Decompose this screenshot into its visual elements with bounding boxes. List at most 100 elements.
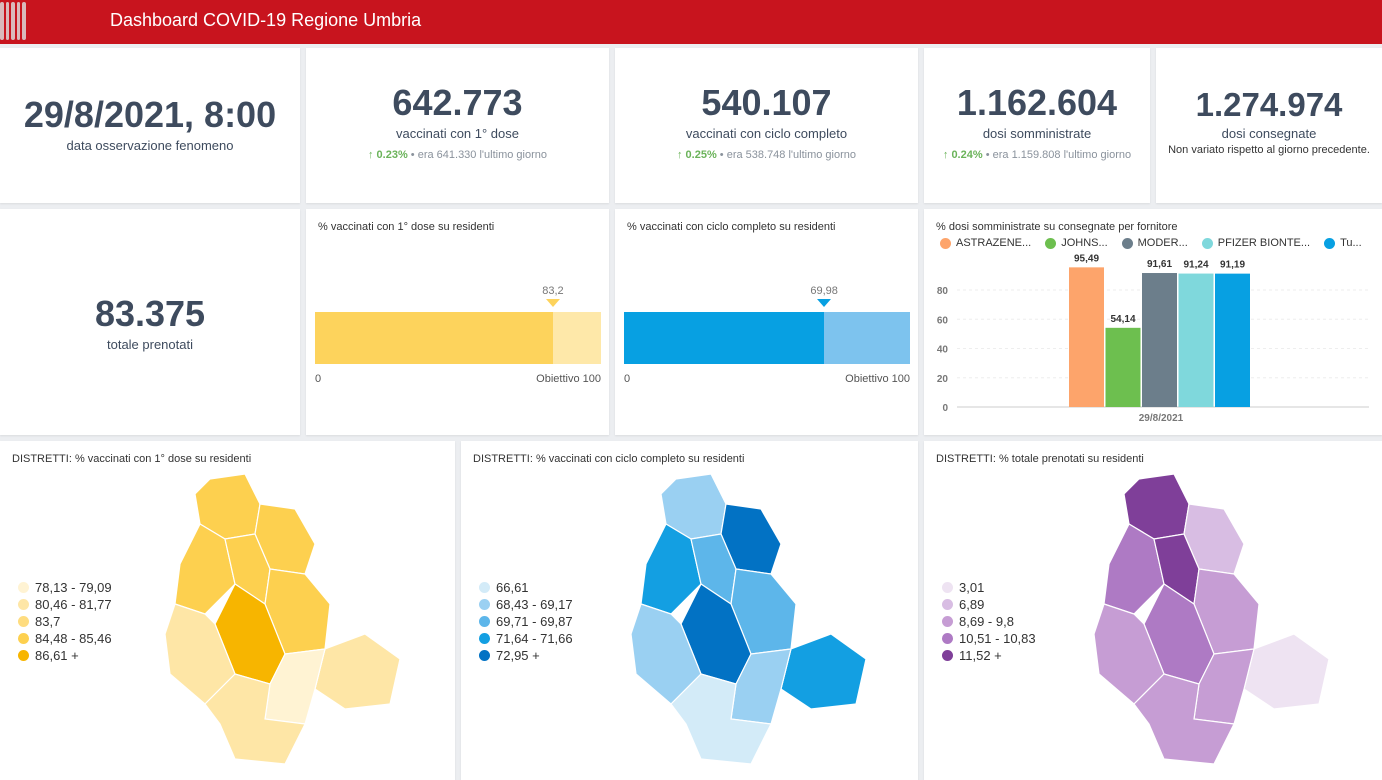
full-cycle-value: 540.107: [701, 82, 832, 123]
legend-dot-icon: [18, 633, 29, 644]
bar-data-label: 91,24: [1183, 260, 1208, 271]
booked-card: 83.375 totale prenotati: [0, 209, 300, 435]
y-tick-label: 60: [937, 315, 949, 326]
y-tick-label: 20: [937, 374, 949, 385]
first-dose-value: 642.773: [392, 82, 523, 123]
full-cycle-progress-card: % vaccinati con ciclo completo su reside…: [615, 209, 918, 435]
app-title: Dashboard COVID-19 Regione Umbria: [110, 10, 422, 30]
legend-dot-icon: [479, 633, 490, 644]
legend-dot-icon: [1324, 237, 1336, 249]
legend-dot-icon: [942, 582, 953, 593]
map-legend-item[interactable]: 69,71 - 69,87: [479, 613, 573, 630]
first-dose-card: 642.773 vaccinati con 1° dose ↑ 0.23% • …: [306, 48, 609, 203]
arrow-up-icon: ↑: [676, 149, 686, 161]
district-area[interactable]: [204, 673, 306, 765]
map-card-booked: DISTRETTI: % totale prenotati su residen…: [924, 441, 1382, 780]
legend-dot-icon: [1045, 237, 1057, 249]
progress-min-label: 0: [624, 373, 631, 385]
y-tick-label: 0: [942, 403, 948, 414]
progress-goal-label: Obiettivo 100: [536, 373, 601, 385]
map-legend-item[interactable]: 68,43 - 69,17: [479, 596, 573, 613]
district-area[interactable]: [314, 633, 401, 710]
legend-dot-icon: [479, 582, 490, 593]
district-area[interactable]: [1133, 673, 1235, 765]
legend-item[interactable]: Tu...: [1324, 237, 1362, 249]
legend-dot-icon: [479, 616, 490, 627]
map-legend-item[interactable]: 83,7: [18, 613, 112, 630]
booked-value: 83.375: [94, 293, 206, 334]
legend-dot-icon: [942, 616, 953, 627]
full-cycle-card: 540.107 vaccinati con ciclo completo ↑ 0…: [615, 48, 918, 203]
map-legend-item[interactable]: 66,61: [479, 579, 573, 596]
bar-data-label: 95,49: [1074, 253, 1099, 264]
map-card-full-cycle: DISTRETTI: % vaccinati con ciclo complet…: [461, 441, 918, 780]
administered-trend: ↑ 0.24% • era 1.159.808 l'ultimo giorno: [942, 149, 1132, 161]
administered-label: dosi somministrate: [982, 126, 1092, 141]
legend-dot-icon: [940, 237, 951, 249]
date-label: data osservazione fenomeno: [66, 138, 234, 153]
map-legend: 3,01 6,89 8,69 - 9,8 10,51 - 10,83 11,52 +: [942, 579, 1036, 664]
map-legend: 66,61 68,43 - 69,17 69,71 - 69,87 71,64 - 7…: [479, 579, 573, 664]
legend-dot-icon: [18, 599, 29, 610]
district-map: [1094, 474, 1330, 765]
progress-fill: [315, 312, 553, 364]
map-legend-item[interactable]: 78,13 - 79,09: [18, 579, 112, 596]
progress-fill: [624, 312, 825, 364]
bar[interactable]: [1178, 273, 1214, 407]
full-cycle-label: vaccinati con ciclo completo: [685, 126, 848, 141]
arrow-up-icon: ↑: [942, 149, 952, 161]
legend-dot-icon: [479, 650, 490, 661]
legend-dot-icon: [1121, 237, 1133, 249]
date-card: 29/8/2021, 8:00 data osservazione fenome…: [0, 48, 300, 203]
district-area[interactable]: [1243, 633, 1330, 710]
full-cycle-trend: ↑ 0.25% • era 538.748 l'ultimo giorno: [676, 149, 857, 161]
chart-legend: ASTRAZENE... JOHNS... MODER... PFIZER BIONT…: [940, 237, 1362, 249]
bar[interactable]: [1142, 273, 1177, 407]
bar-data-label: 54,14: [1110, 314, 1135, 325]
district-area[interactable]: [670, 673, 772, 765]
legend-item[interactable]: ASTRAZENE...: [940, 237, 1031, 249]
supplier-chart-card: % dosi somministrate su consegnate per f…: [924, 209, 1382, 435]
legend-item[interactable]: MODER...: [1121, 237, 1188, 249]
administered-card: 1.162.604 dosi somministrate ↑ 0.24% • e…: [924, 48, 1150, 203]
arrow-up-icon: ↑: [367, 149, 377, 161]
map-legend-item[interactable]: 72,95 +: [479, 647, 573, 664]
progress-title: % vaccinati con ciclo completo su reside…: [627, 221, 836, 233]
region-logo-icon: [0, 2, 26, 42]
legend-dot-icon: [18, 616, 29, 627]
map-legend-item[interactable]: 8,69 - 9,8: [942, 613, 1036, 630]
district-area[interactable]: [780, 633, 867, 710]
first-dose-trend: ↑ 0.23% • era 641.330 l'ultimo giorno: [367, 149, 548, 161]
map-legend-item[interactable]: 10,51 - 10,83: [942, 630, 1036, 647]
progress-title: % vaccinati con 1° dose su residenti: [318, 221, 495, 233]
map-legend-item[interactable]: 3,01: [942, 579, 1036, 596]
legend-dot-icon: [1201, 237, 1213, 249]
map-legend-item[interactable]: 84,48 - 85,46: [18, 630, 112, 647]
bar[interactable]: [1215, 273, 1250, 407]
map-legend-item[interactable]: 71,64 - 71,66: [479, 630, 573, 647]
map-legend-item[interactable]: 11,52 +: [942, 647, 1036, 664]
bar[interactable]: [1105, 327, 1141, 407]
legend-item[interactable]: PFIZER BIONTE...: [1201, 237, 1310, 249]
legend-item[interactable]: JOHNS...: [1045, 237, 1108, 249]
district-map: [631, 474, 867, 765]
x-tick-label: 29/8/2021: [1139, 413, 1184, 424]
legend-dot-icon: [18, 582, 29, 593]
map-legend-item[interactable]: 86,61 +: [18, 647, 112, 664]
delivered-label: dosi consegnate: [1221, 126, 1317, 141]
bar-data-label: 91,61: [1147, 259, 1172, 270]
progress-min-label: 0: [315, 373, 322, 385]
progress-goal-label: Obiettivo 100: [845, 373, 910, 385]
map-legend-item[interactable]: 6,89: [942, 596, 1036, 613]
y-tick-label: 40: [937, 345, 949, 356]
progress-marker-icon: [817, 299, 832, 307]
district-map: [165, 474, 401, 765]
booked-label: totale prenotati: [106, 337, 193, 352]
progress-value-label: 83,2: [542, 285, 564, 297]
map-legend-item[interactable]: 80,46 - 81,77: [18, 596, 112, 613]
bar[interactable]: [1069, 267, 1104, 407]
map-card-first-dose: DISTRETTI: % vaccinati con 1° dose su re…: [0, 441, 455, 780]
legend-dot-icon: [942, 599, 953, 610]
date-value: 29/8/2021, 8:00: [23, 94, 277, 135]
map-title: DISTRETTI: % vaccinati con 1° dose su re…: [12, 453, 252, 465]
